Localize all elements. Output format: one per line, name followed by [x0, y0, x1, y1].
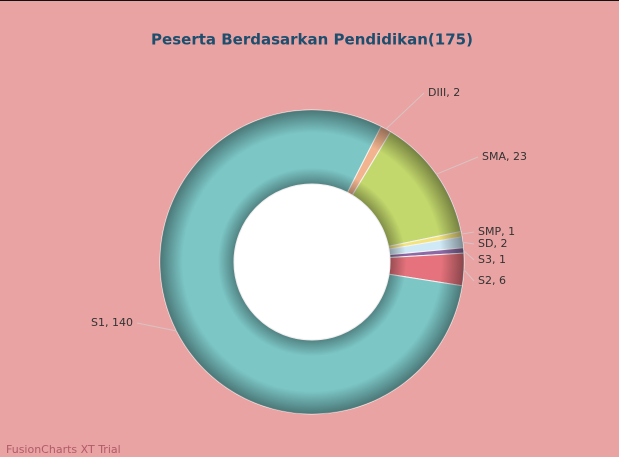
data-label: S1, 140	[91, 316, 133, 329]
leader-line	[463, 250, 475, 261]
label-separator: ,	[506, 150, 513, 163]
data-label: SMP, 1	[478, 225, 515, 238]
label-value: 1	[499, 253, 506, 266]
label-separator: ,	[105, 316, 112, 329]
leader-line	[463, 269, 475, 282]
label-separator: ,	[492, 253, 499, 266]
label-separator: ,	[446, 86, 453, 99]
data-label: SMA, 23	[482, 150, 527, 163]
data-label: SD, 2	[478, 237, 507, 250]
data-label: S3, 1	[478, 253, 506, 266]
hole	[233, 183, 391, 341]
data-label: DIII, 2	[428, 86, 460, 99]
label-category: SD	[478, 237, 493, 250]
label-value: 6	[499, 274, 506, 287]
label-value: 2	[500, 237, 507, 250]
data-label: S2, 6	[478, 274, 506, 287]
label-value: 23	[513, 150, 527, 163]
footer: FusionCharts XT Trial	[6, 443, 121, 456]
chart-title: Peserta Berdasarkan Pendidikan(175)	[151, 31, 473, 49]
label-category: S1	[91, 316, 105, 329]
label-value: 140	[112, 316, 133, 329]
label-value: 1	[508, 225, 515, 238]
label-category: SMP	[478, 225, 501, 238]
label-category: S2	[478, 274, 492, 287]
label-category: SMA	[482, 150, 506, 163]
label-category: DIII	[428, 86, 446, 99]
label-category: S3	[478, 253, 492, 266]
label-value: 2	[453, 86, 460, 99]
label-separator: ,	[501, 225, 508, 238]
label-separator: ,	[493, 237, 500, 250]
label-separator: ,	[492, 274, 499, 287]
leader-line	[462, 241, 475, 245]
